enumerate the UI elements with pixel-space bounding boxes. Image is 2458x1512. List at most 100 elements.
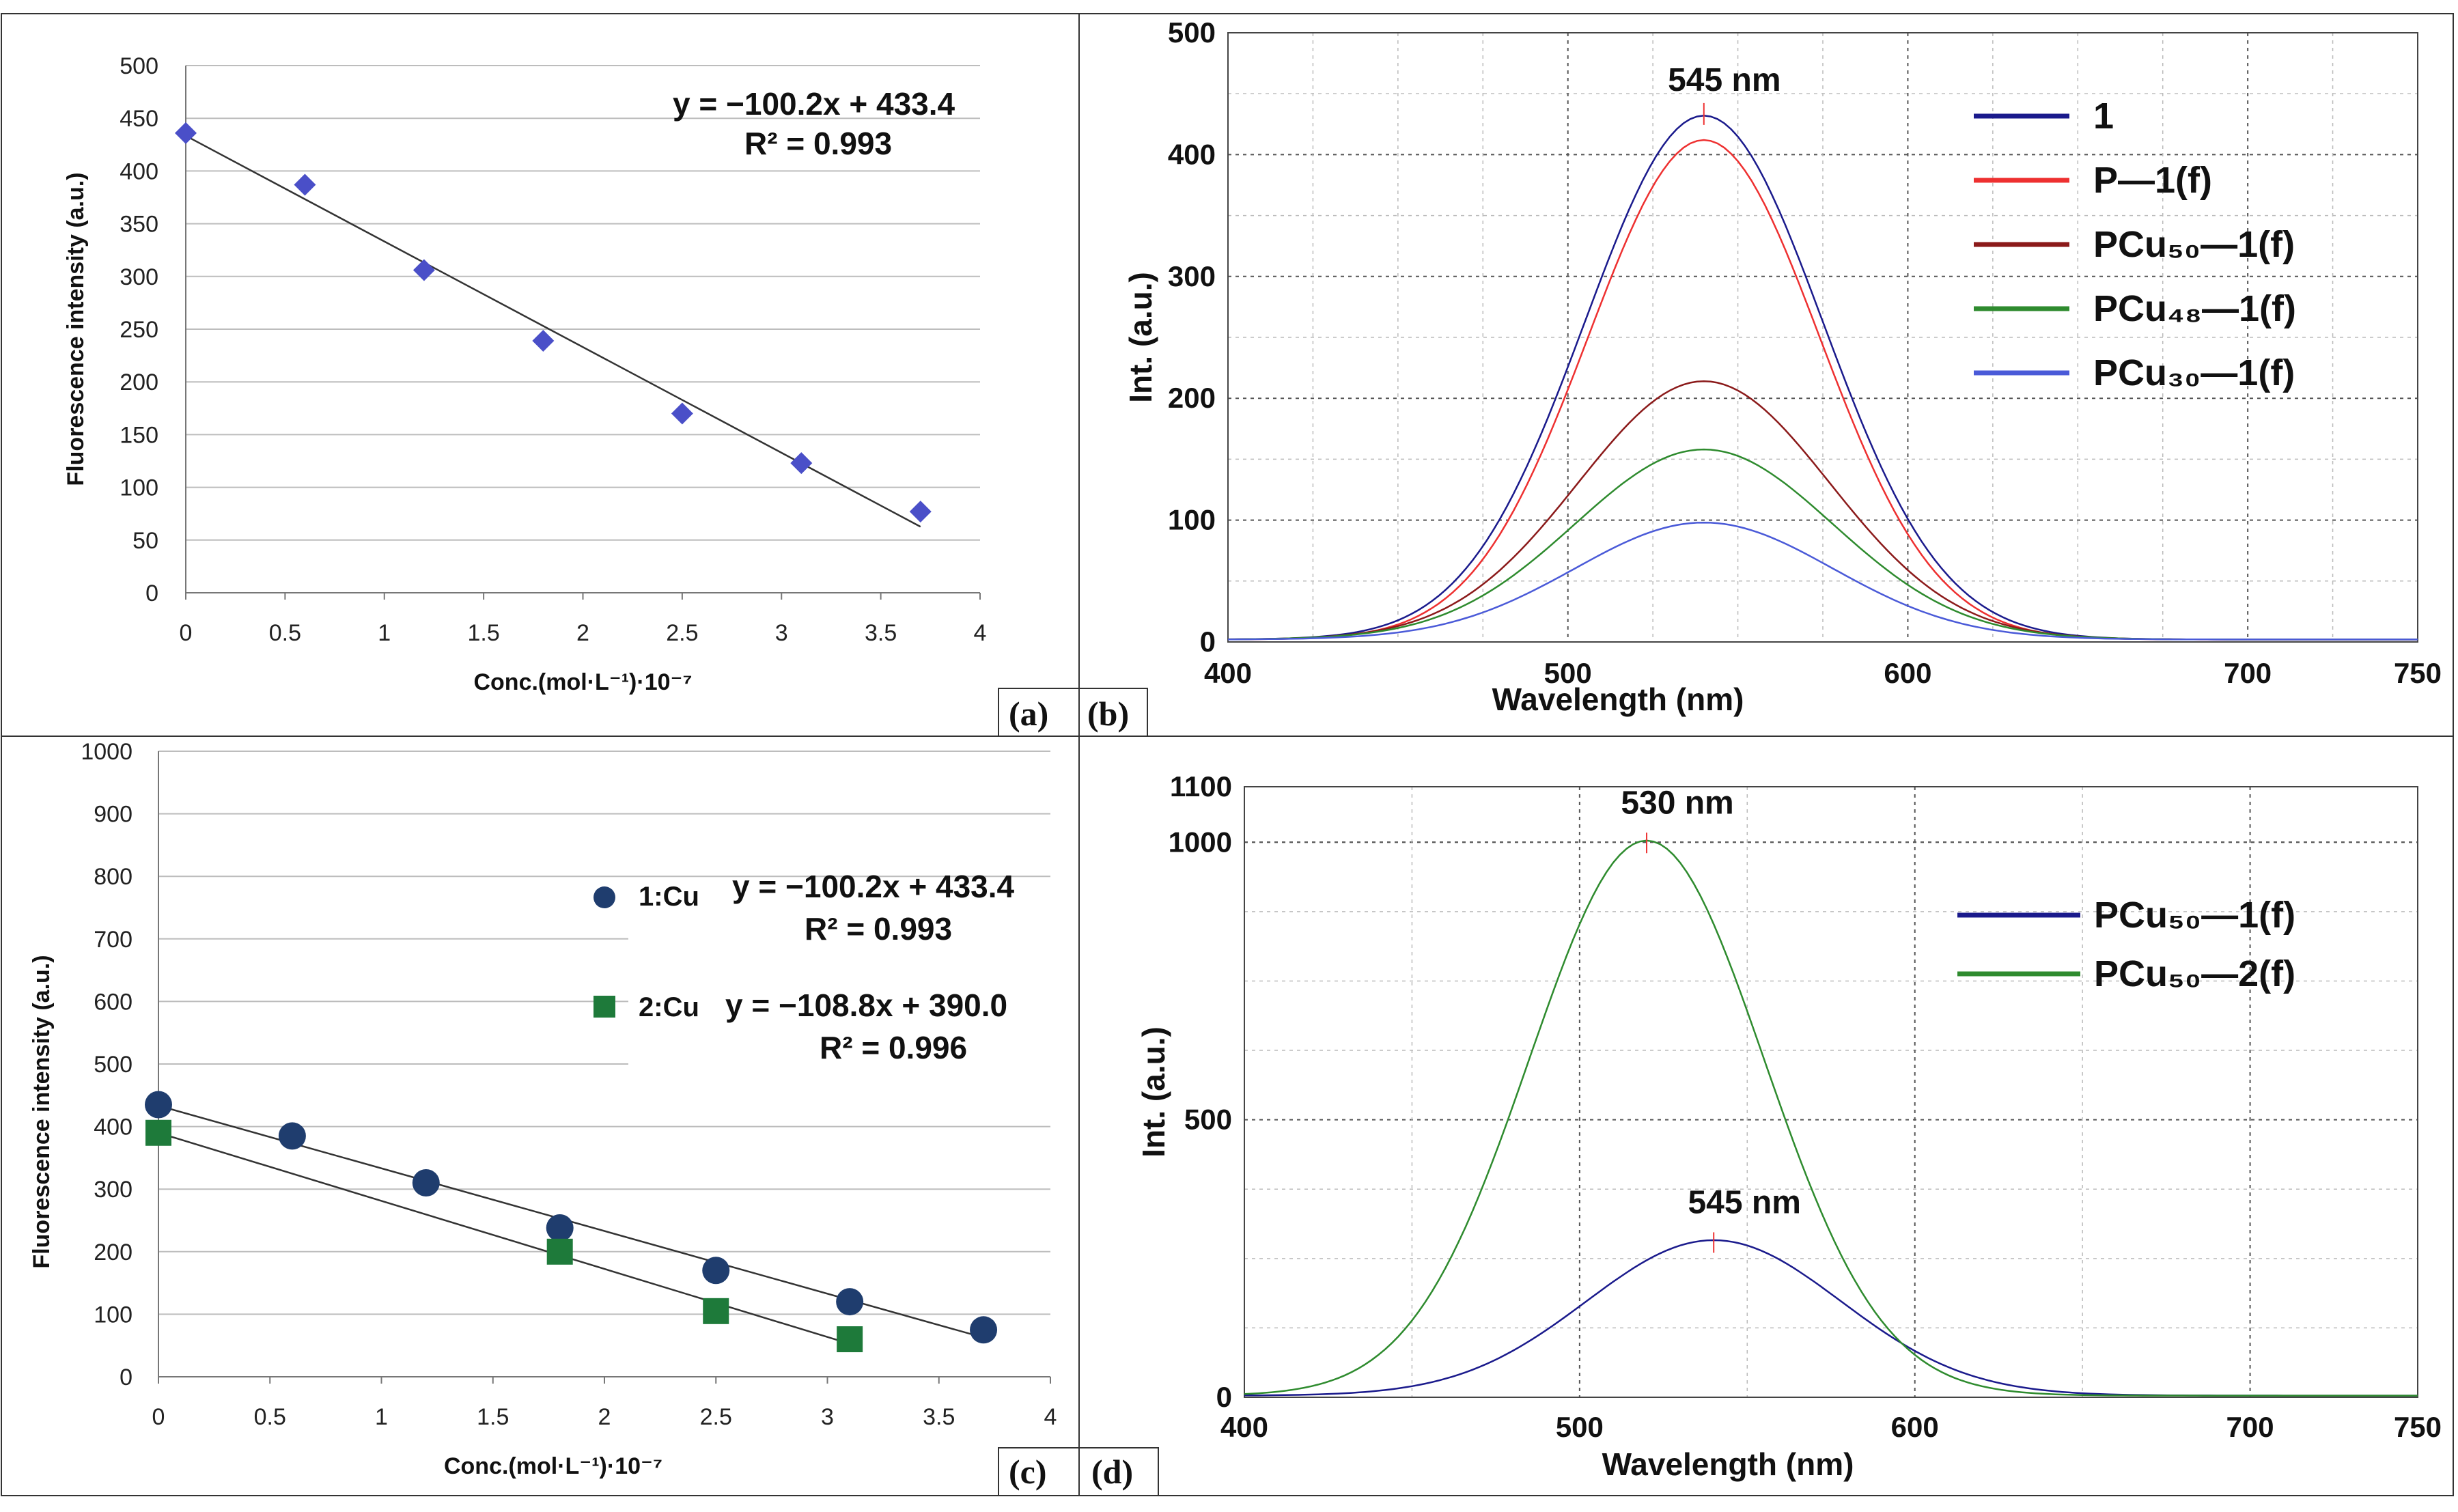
x-axis-title: Wavelength (nm) — [1492, 682, 1744, 717]
r-squared-label: R² = 0.993 — [805, 911, 952, 947]
spectrum-line — [1228, 521, 2418, 641]
plot-frame — [1227, 32, 2418, 643]
data-point-circle — [836, 1288, 864, 1316]
x-tick-label: 750 — [2394, 1411, 2442, 1443]
x-tick-label: 1.5 — [477, 1404, 509, 1430]
y-tick-label: 200 — [94, 1240, 132, 1265]
y-tick-label: 300 — [94, 1177, 132, 1203]
y-tick-label: 300 — [120, 264, 158, 290]
y-tick-label: 250 — [120, 317, 158, 343]
legend-label: PCu₅₀—1(f) — [2093, 224, 2295, 265]
y-tick-label: 0 — [1216, 1381, 1232, 1413]
x-tick-label: 400 — [1204, 657, 1252, 689]
y-tick-label: 800 — [94, 864, 132, 890]
x-tick-label: 3.5 — [865, 620, 897, 646]
r-squared-label: R² = 0.996 — [820, 1030, 967, 1065]
y-axis-title: Int. (a.u.) — [1123, 272, 1158, 403]
y-tick-label: 0 — [145, 580, 158, 606]
y-axis-title: Int. (a.u.) — [1136, 1026, 1171, 1158]
x-tick-label: 1.5 — [467, 620, 499, 646]
x-tick-label: 4 — [974, 620, 987, 646]
legend-marker-circle — [593, 886, 615, 908]
data-point-diamond — [413, 259, 435, 281]
peak-label: 545 nm — [1688, 1184, 1800, 1220]
x-tick-label: 700 — [2224, 657, 2272, 689]
peak-label: 545 nm — [1668, 62, 1780, 98]
x-tick-label: 3 — [775, 620, 788, 646]
y-axis-title: Fluorescence intensity (a.u.) — [29, 955, 55, 1268]
trendline-equation: y = −108.8x + 390.0 — [725, 988, 1007, 1023]
data-point-square — [145, 1119, 171, 1146]
x-tick-label: 1 — [378, 620, 391, 646]
x-axis-title: Conc.(mol·L⁻¹)·10⁻⁷ — [473, 669, 692, 695]
x-tick-label: 2.5 — [666, 620, 698, 646]
data-point-circle — [278, 1122, 306, 1150]
y-tick-label: 300 — [1168, 260, 1216, 292]
data-point-square — [546, 1238, 573, 1265]
y-tick-label: 700 — [94, 927, 132, 953]
legend-label: 2:Cu — [639, 992, 699, 1022]
peak-label: 530 nm — [1621, 785, 1733, 821]
spectrum-line — [1244, 839, 2418, 1397]
legend-label: PCu₃₀—1(f) — [2093, 352, 2295, 393]
legend-label: PCu₅₀—1(f) — [2094, 895, 2295, 936]
chart-d: 0 500 1000 1100 400 500 600 700 750 Wavelength (n… — [1136, 770, 2442, 1482]
data-point-circle — [702, 1257, 730, 1285]
x-tick-label: 400 — [1220, 1411, 1268, 1443]
x-tick-label: 500 — [1544, 657, 1592, 689]
chart-a: 0 50 100 150 200 250 300 350 400 450 500 0 0.5 1 1.5 2 2… — [63, 53, 986, 695]
legend-label: 1 — [2093, 96, 2114, 137]
legend-label: PCu₅₀—2(f) — [2094, 953, 2295, 994]
y-tick-label: 1100 — [1170, 770, 1232, 802]
legend-label: PCu₄₈—1(f) — [2093, 288, 2296, 329]
data-point-square — [703, 1298, 729, 1324]
x-tick-label: 2 — [576, 620, 589, 646]
legend-label: P—1(f) — [2093, 160, 2212, 201]
data-point-circle — [970, 1316, 998, 1344]
panel-label-a: (a) — [1009, 695, 1048, 733]
y-tick-label: 200 — [1168, 382, 1216, 414]
x-tick-label: 2.5 — [700, 1404, 732, 1430]
y-tick-label: 400 — [1168, 138, 1216, 170]
legend-label: 1:Cu — [639, 882, 699, 912]
y-tick-label: 100 — [120, 475, 158, 501]
plot-frame — [1244, 786, 2418, 1398]
y-tick-label: 600 — [94, 989, 132, 1015]
y-tick-label: 450 — [120, 106, 158, 132]
data-point-circle — [546, 1214, 574, 1242]
chart-c: 0 100 200 300 400 500 600 700 800 900 1000 0 0.5 1 1.5… — [29, 739, 1057, 1479]
y-axis-title: Fluorescence intensity (a.u.) — [63, 172, 89, 486]
data-point-square — [837, 1326, 863, 1353]
trendline-equation: y = −100.2x + 433.4 — [673, 86, 955, 122]
y-tick-label: 900 — [94, 802, 132, 828]
y-tick-label: 1000 — [81, 739, 132, 765]
x-tick-label: 600 — [1884, 657, 1931, 689]
panel-label-box-top — [998, 688, 1148, 737]
data-point-circle — [145, 1091, 172, 1119]
y-tick-label: 350 — [120, 212, 158, 238]
r-squared-label: R² = 0.993 — [744, 126, 892, 161]
y-tick-label: 500 — [120, 53, 158, 79]
data-point-diamond — [671, 402, 693, 425]
figure-border — [1, 13, 2454, 1496]
data-point-circle — [412, 1169, 440, 1197]
y-tick-label: 500 — [1184, 1104, 1232, 1136]
y-tick-label: 400 — [120, 158, 158, 184]
x-tick-label: 0.5 — [254, 1404, 286, 1430]
data-point-diamond — [175, 122, 197, 144]
y-tick-label: 0 — [1200, 626, 1216, 658]
x-tick-label: 500 — [1556, 1411, 1604, 1443]
trendline — [158, 1132, 850, 1345]
y-tick-label: 50 — [132, 528, 158, 554]
y-tick-label: 150 — [120, 422, 158, 448]
y-tick-label: 100 — [94, 1302, 132, 1328]
trendline-equation: y = −100.2x + 433.4 — [732, 869, 1015, 904]
x-axis-title: Wavelength (nm) — [1602, 1446, 1854, 1482]
spectrum-line — [1244, 1239, 2418, 1397]
spectrum-line — [1228, 380, 2418, 641]
y-tick-label: 500 — [1168, 16, 1216, 48]
chart-b: 0 100 200 300 400 500 400 500 600 700 750 Wavelengt… — [1123, 16, 2442, 717]
x-tick-label: 2 — [598, 1404, 611, 1430]
x-tick-label: 700 — [2226, 1411, 2274, 1443]
x-tick-label: 4 — [1044, 1404, 1057, 1430]
